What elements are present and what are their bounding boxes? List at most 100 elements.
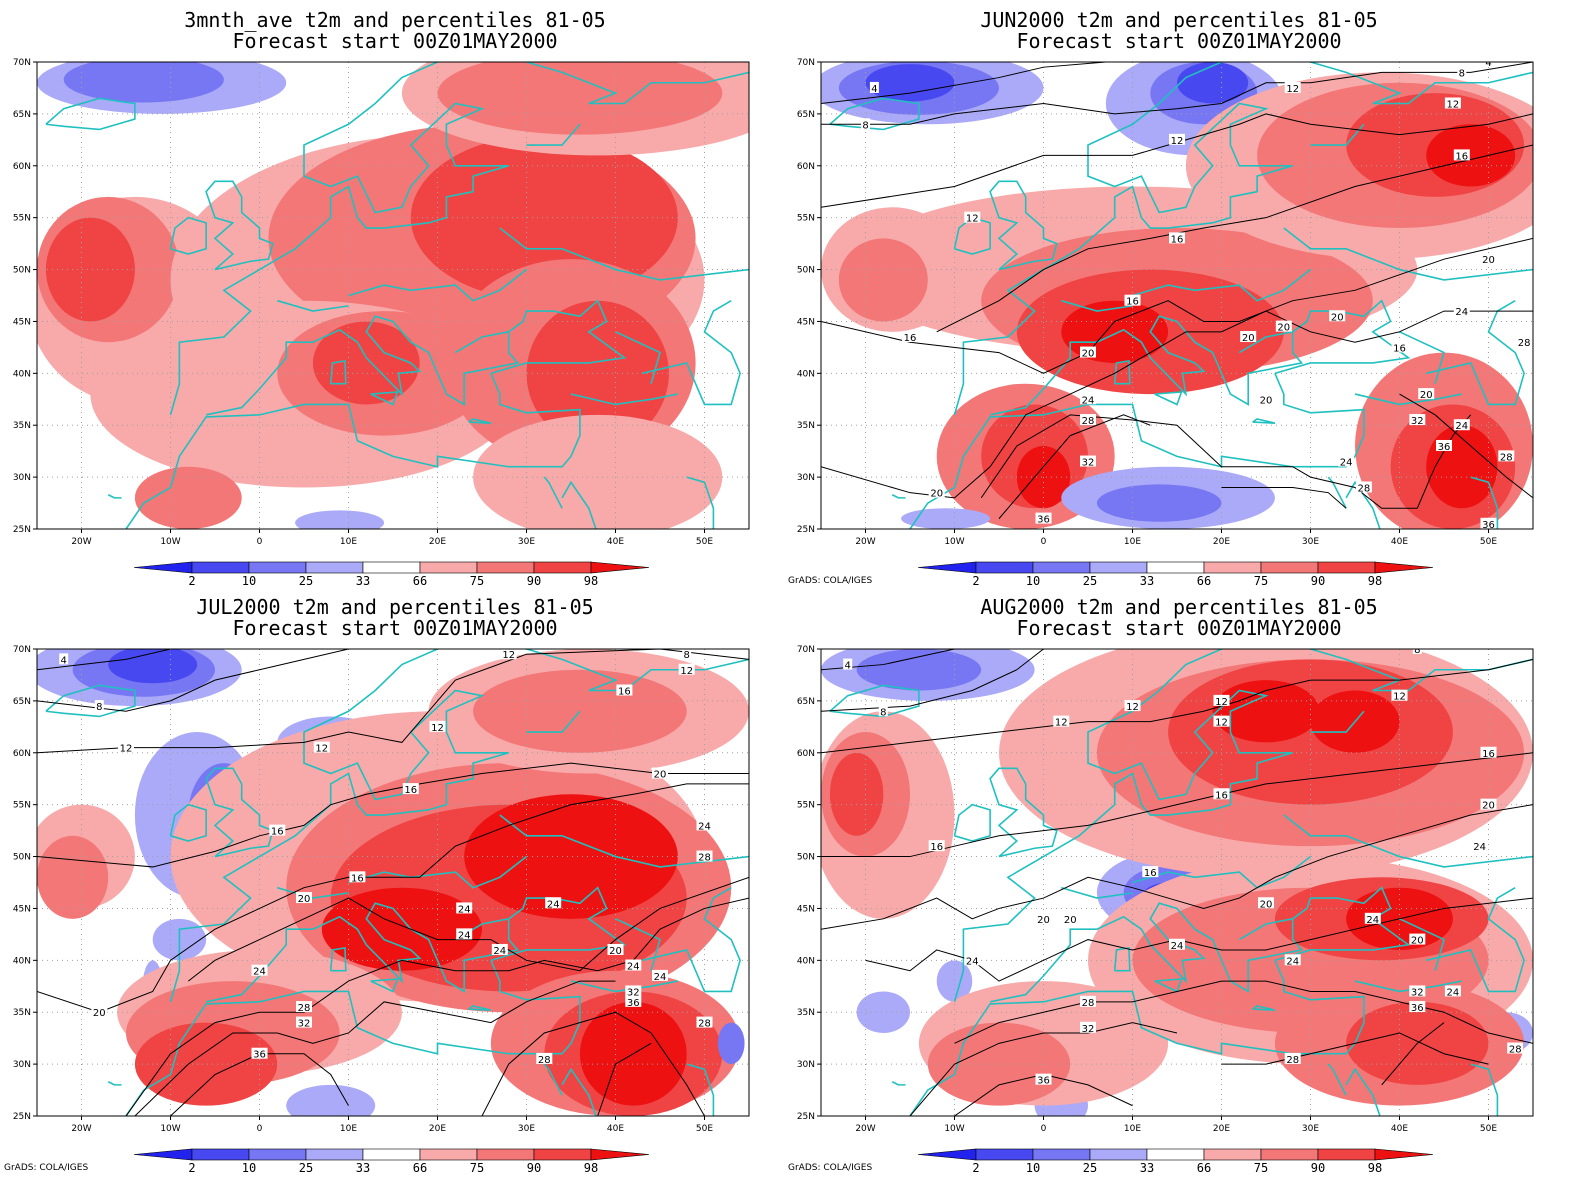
contour-label-box	[928, 486, 945, 498]
contour-label-box	[349, 871, 366, 883]
lon-label: 20W	[71, 1124, 91, 1134]
lon-label: 30E	[1302, 537, 1319, 547]
grads-credit: GrADS: COLA/IGES	[788, 1163, 873, 1173]
coastline	[205, 886, 627, 1003]
contour-label-box	[251, 964, 268, 976]
plot-frame	[820, 648, 1534, 1117]
isotherm-contour	[998, 414, 1151, 519]
contour-label: 20	[1482, 801, 1495, 812]
contour-label-box	[1409, 414, 1426, 426]
contour-label: 16	[1215, 790, 1228, 801]
contour-label: 8	[684, 650, 690, 661]
panel-jun2000: JUN2000 t2m and percentiles 81-05 Foreca…	[784, 0, 1574, 598]
coastline	[909, 373, 1365, 529]
isotherm-contour	[125, 897, 749, 1116]
contour-label-box	[1035, 512, 1052, 524]
contour-label: 16	[930, 842, 943, 853]
contour-label: 28	[1286, 1055, 1299, 1066]
contour-label-box	[1080, 414, 1096, 426]
contour-label: 12	[966, 214, 979, 225]
contour-label: 28	[1518, 338, 1531, 349]
contour-label: 20	[654, 770, 667, 781]
coastline	[205, 180, 274, 271]
coastline	[615, 331, 661, 384]
contour-label-box	[1258, 393, 1274, 405]
lat-label: 25N	[13, 525, 31, 535]
isotherm-contour	[909, 1022, 1178, 1116]
lat-label: 30N	[797, 1060, 815, 1070]
coastline	[1327, 1063, 1347, 1096]
colorbar-swatch	[1203, 561, 1262, 574]
contour-label-box	[1409, 985, 1426, 997]
contour-label-box	[1284, 81, 1301, 93]
contour-label: 28	[1500, 452, 1513, 463]
contour-label-box	[1444, 97, 1461, 109]
coastline	[1154, 978, 1183, 993]
colorbar-swatch	[419, 1148, 478, 1161]
coastline	[561, 1067, 597, 1116]
contour-label-box	[491, 943, 508, 955]
contour-label: 32	[1411, 987, 1424, 998]
lat-label: 25N	[797, 525, 815, 535]
panel-aug2000: AUG2000 t2m and percentiles 81-05 Foreca…	[784, 587, 1574, 1185]
lat-label: 45N	[13, 317, 31, 327]
colorbar-swatch	[248, 1148, 307, 1161]
colorbar-label: 33	[356, 574, 370, 588]
coastline	[348, 855, 527, 889]
contour-label-box	[1457, 66, 1467, 78]
lon-label: 30E	[1302, 1124, 1319, 1134]
percentile-region	[108, 649, 198, 684]
contour-label-box	[902, 331, 918, 343]
coastline	[1061, 886, 1133, 899]
contour-label-box	[500, 649, 517, 660]
contour-label-box	[94, 700, 104, 712]
lat-label: 60N	[13, 162, 31, 172]
contour-label: 8	[1459, 68, 1465, 79]
contour-label: 20	[930, 489, 943, 500]
panel-title: AUG2000 t2m and percentiles 81-05	[980, 595, 1378, 619]
coastline	[829, 684, 920, 718]
colorbar-label: 75	[470, 574, 484, 588]
colorbar-label: 90	[527, 574, 541, 588]
colorbar-swatch	[1089, 1148, 1148, 1161]
coastline	[989, 299, 1411, 416]
contour-label: 28	[298, 1003, 311, 1014]
coastline	[370, 978, 399, 993]
colorbar-swatch	[533, 561, 592, 574]
coastline	[277, 299, 349, 312]
lon-label: 20E	[429, 537, 446, 547]
lat-label: 45N	[13, 904, 31, 914]
isotherm-contour	[597, 1042, 652, 1116]
percentile-region	[295, 510, 385, 529]
lon-label: 0	[1041, 1124, 1047, 1134]
contour-label-box	[1355, 481, 1372, 493]
colorbar-arrow-right	[590, 561, 650, 574]
coastline	[543, 1063, 563, 1096]
coastline	[989, 886, 1411, 1003]
contour-label: 36	[1411, 1003, 1424, 1014]
contour-label-box	[1418, 388, 1435, 400]
coastline	[205, 767, 274, 858]
colorbar-label: 25	[1083, 1161, 1097, 1175]
contour-label: 8	[862, 120, 868, 131]
contour-label-box	[1409, 933, 1426, 945]
lon-label: 10E	[1124, 1124, 1141, 1134]
percentile-region	[865, 64, 955, 102]
contour-label: 24	[1455, 421, 1468, 432]
contour-label: 24	[966, 956, 979, 967]
coastline	[125, 960, 581, 1116]
colorbar-swatch	[191, 1148, 250, 1161]
percentile-region	[856, 649, 982, 691]
colorbar-arrow-left	[917, 561, 977, 574]
lon-label: 10W	[160, 1124, 180, 1134]
isotherm-contour	[821, 752, 1533, 858]
coastline	[686, 1063, 715, 1116]
coastline	[570, 393, 678, 406]
lat-label: 60N	[13, 749, 31, 759]
contour-label-box	[59, 653, 69, 665]
lat-label: 50N	[797, 266, 815, 276]
colorbar-swatch	[1146, 561, 1205, 574]
contour-label-box	[1507, 1042, 1524, 1054]
colorbar-swatch	[1317, 561, 1376, 574]
lon-label: 10W	[160, 537, 180, 547]
